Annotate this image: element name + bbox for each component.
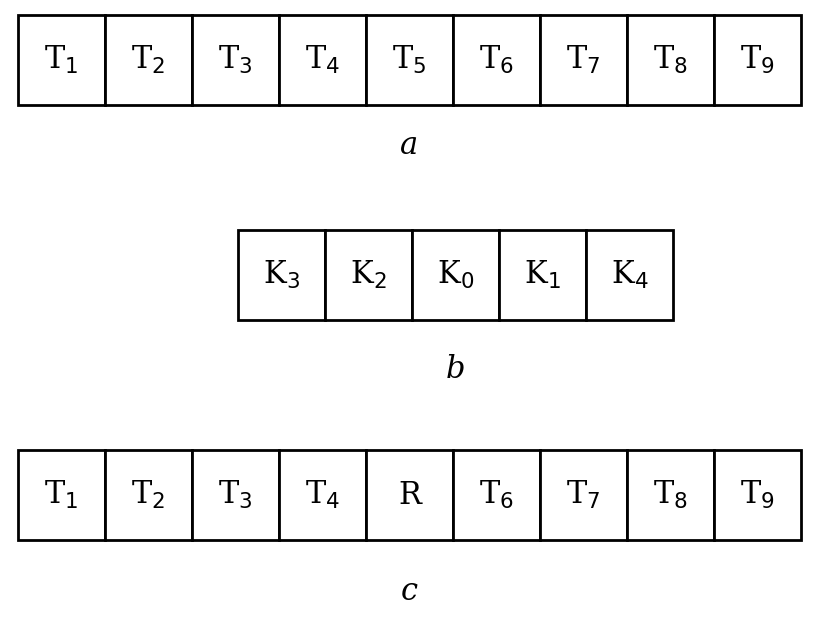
Text: T$_5$: T$_5$ — [392, 44, 427, 76]
Text: K$_2$: K$_2$ — [350, 259, 387, 291]
Text: K$_0$: K$_0$ — [437, 259, 474, 291]
Bar — [238, 230, 325, 320]
Bar — [627, 15, 714, 105]
Text: T$_1$: T$_1$ — [45, 44, 78, 76]
Text: K$_3$: K$_3$ — [263, 259, 300, 291]
Text: T$_1$: T$_1$ — [45, 479, 78, 511]
Bar — [714, 15, 801, 105]
Text: K$_1$: K$_1$ — [525, 259, 561, 291]
Bar — [499, 230, 586, 320]
Bar — [627, 450, 714, 540]
Text: T$_9$: T$_9$ — [740, 44, 775, 76]
Bar — [105, 450, 192, 540]
Bar — [325, 230, 412, 320]
Text: T$_4$: T$_4$ — [305, 44, 340, 76]
Text: T$_9$: T$_9$ — [740, 479, 775, 511]
Text: b: b — [446, 355, 465, 385]
Text: T$_7$: T$_7$ — [567, 479, 601, 511]
Text: a: a — [401, 129, 419, 161]
Text: T$_7$: T$_7$ — [567, 44, 601, 76]
Bar — [540, 15, 627, 105]
Bar — [366, 450, 453, 540]
Text: T$_3$: T$_3$ — [218, 44, 253, 76]
Bar — [453, 15, 540, 105]
Bar — [714, 450, 801, 540]
Text: T$_2$: T$_2$ — [131, 479, 165, 511]
Bar — [540, 450, 627, 540]
Bar — [453, 450, 540, 540]
Bar — [279, 15, 366, 105]
Bar — [412, 230, 499, 320]
Bar — [18, 450, 105, 540]
Text: T$_8$: T$_8$ — [653, 44, 688, 76]
Text: T$_4$: T$_4$ — [305, 479, 340, 511]
Bar — [192, 450, 279, 540]
Text: T$_3$: T$_3$ — [218, 479, 253, 511]
Bar — [366, 15, 453, 105]
Text: c: c — [401, 576, 418, 608]
Bar — [105, 15, 192, 105]
Text: T$_6$: T$_6$ — [479, 479, 514, 511]
Text: T$_6$: T$_6$ — [479, 44, 514, 76]
Text: T$_2$: T$_2$ — [131, 44, 165, 76]
Bar — [192, 15, 279, 105]
Text: T$_8$: T$_8$ — [653, 479, 688, 511]
Text: R: R — [398, 480, 421, 510]
Bar — [279, 450, 366, 540]
Bar — [586, 230, 673, 320]
Bar — [18, 15, 105, 105]
Text: K$_4$: K$_4$ — [610, 259, 648, 291]
